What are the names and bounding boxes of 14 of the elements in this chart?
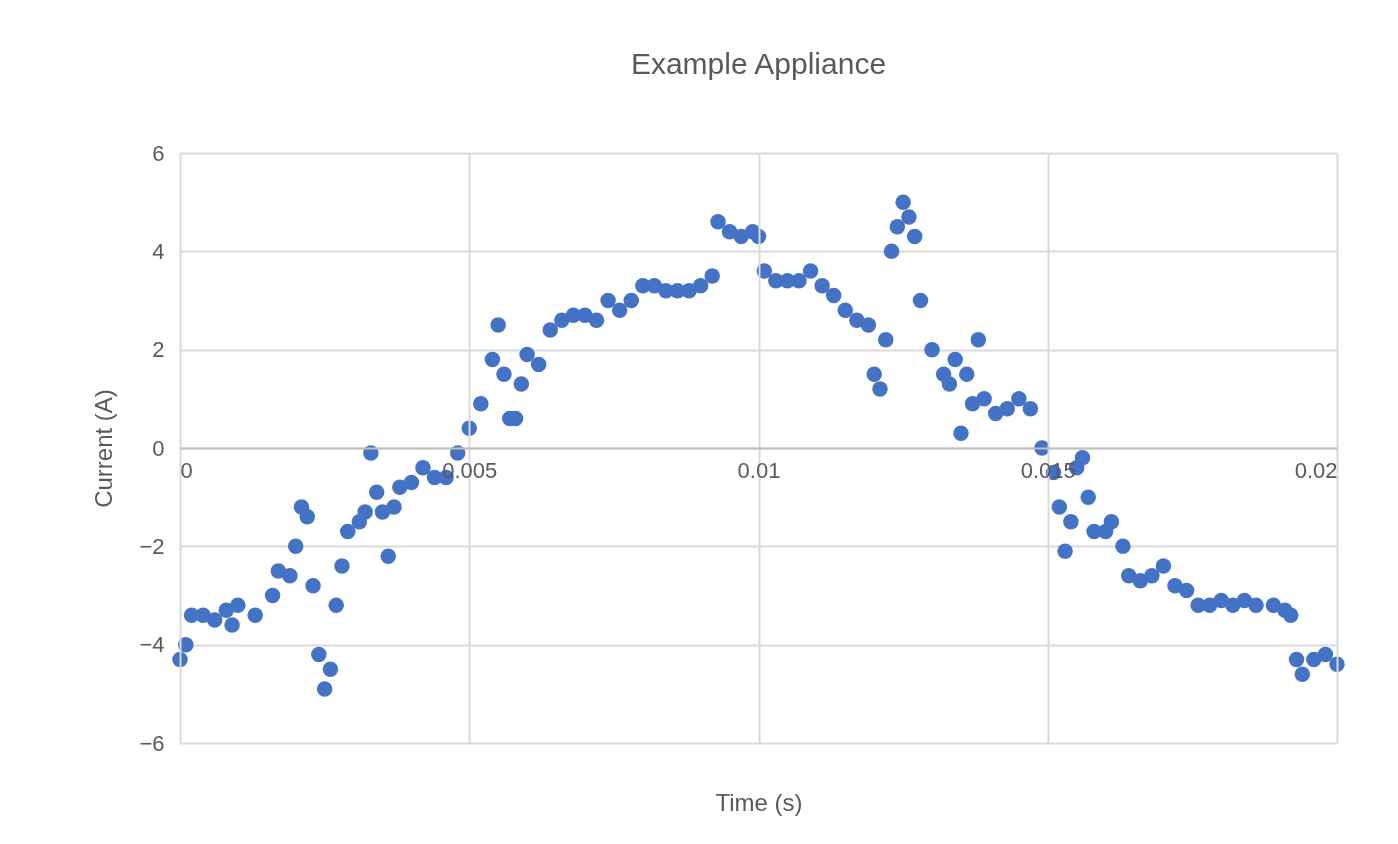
y-tick-label: 0 [152,435,165,461]
x-tick-label: 0 [180,457,193,483]
y-tick-label: −4 [139,632,165,658]
x-axis-title: Time (s) [715,788,803,816]
y-tick-label: 2 [152,337,165,363]
x-tick-label: 0.005 [442,457,498,483]
y-tick-label: −2 [139,533,165,559]
y-tick-label: −6 [139,730,165,756]
x-tick-label: 0.01 [737,457,781,483]
x-tick-label: 0.02 [1294,457,1338,483]
chart-title: Example Appliance [630,47,887,80]
y-axis-title: Current (A) [90,389,118,508]
y-tick-label: 4 [152,238,165,264]
y-tick-label: 6 [152,140,165,166]
